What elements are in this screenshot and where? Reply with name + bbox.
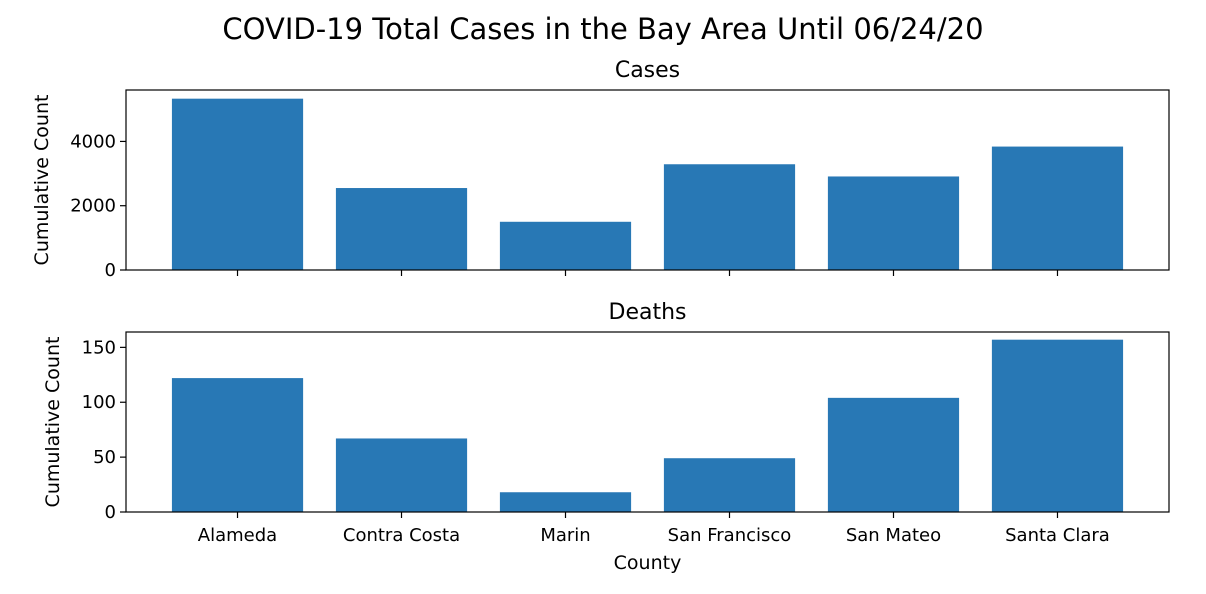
x-axis-label: County (614, 552, 682, 574)
bar-santa-clara (991, 146, 1124, 270)
y-tick-label: 0 (105, 260, 116, 281)
y-tick-label: 2000 (70, 196, 116, 217)
bar-san-mateo (827, 397, 960, 512)
bar-contra-costa (335, 188, 468, 270)
y-tick-label: 50 (93, 447, 116, 468)
bar-san-francisco (663, 164, 796, 270)
y-axis-label: Cumulative Count (31, 95, 53, 266)
bar-san-mateo (827, 176, 960, 270)
x-tick-label: Marin (540, 525, 590, 546)
bar-santa-clara (991, 339, 1124, 512)
bar-marin (499, 221, 632, 270)
bar-marin (499, 492, 632, 512)
axes-frame (125, 89, 1170, 271)
subplot-title: Cases (615, 58, 680, 83)
y-tick-label: 150 (82, 337, 116, 358)
x-tick-label: San Francisco (668, 525, 792, 546)
bar-contra-costa (335, 438, 468, 512)
bar-alameda (171, 378, 304, 512)
bar-alameda (171, 98, 304, 270)
axes-frame (125, 331, 1170, 513)
x-tick-label: Alameda (198, 525, 277, 546)
x-tick-label: San Mateo (846, 525, 941, 546)
y-tick-label: 100 (82, 392, 116, 413)
x-tick-label: Santa Clara (1005, 525, 1110, 546)
y-tick-label: 4000 (70, 131, 116, 152)
subplot-title: Deaths (609, 300, 687, 325)
y-tick-label: 0 (105, 502, 116, 523)
figure-title: COVID-19 Total Cases in the Bay Area Unt… (222, 12, 983, 46)
x-tick-label: Contra Costa (343, 525, 460, 546)
y-axis-label: Cumulative Count (42, 337, 64, 508)
bar-san-francisco (663, 458, 796, 512)
